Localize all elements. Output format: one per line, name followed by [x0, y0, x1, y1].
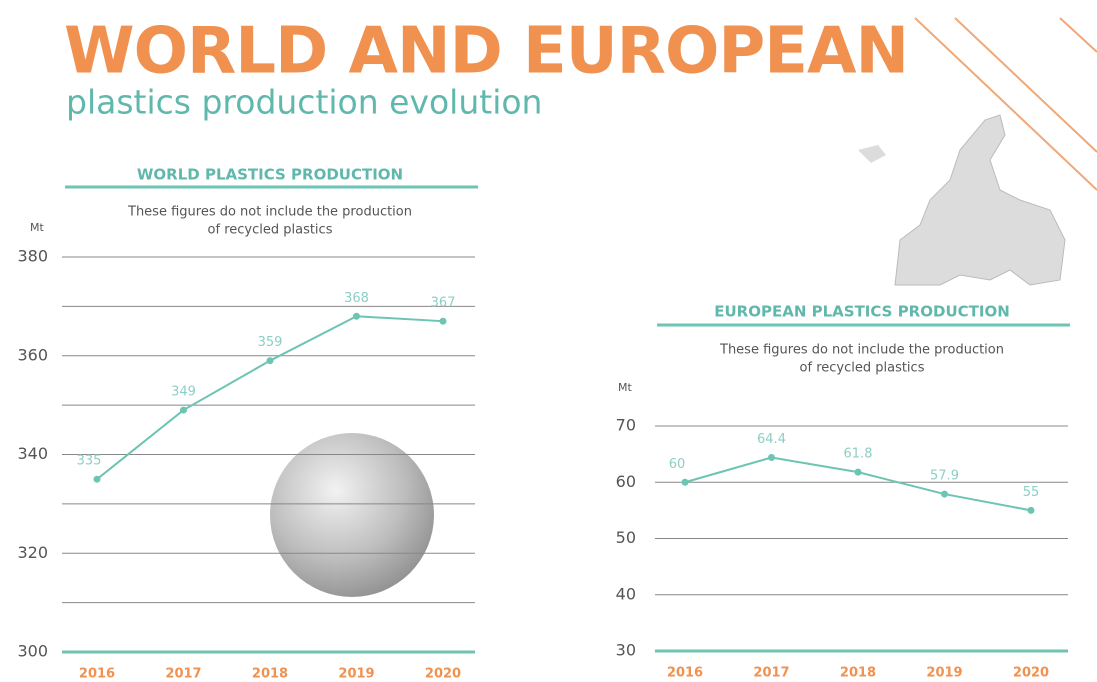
- page-title: WORLD AND EUROPEAN: [64, 15, 908, 89]
- x-tick-label: 2019: [926, 666, 962, 681]
- x-tick-label: 2017: [753, 666, 789, 681]
- value-label: 368: [344, 291, 369, 306]
- value-label: 335: [77, 454, 102, 469]
- y-tick-label: 70: [616, 416, 636, 435]
- x-tick-label: 2020: [1013, 666, 1049, 681]
- y-tick-label: 320: [17, 543, 48, 562]
- data-point: [854, 468, 862, 476]
- data-point: [439, 317, 447, 325]
- y-tick-label: 340: [17, 444, 48, 463]
- y-tick-label: 380: [17, 247, 48, 266]
- value-label: 57.9: [930, 469, 959, 484]
- data-line: [684, 456, 1032, 512]
- x-tick-label: 2016: [79, 667, 115, 682]
- value-label: 349: [171, 385, 196, 400]
- data-point: [681, 478, 689, 486]
- y-tick-label: 50: [616, 528, 636, 547]
- globe: [270, 433, 434, 597]
- y-tick-label: 300: [17, 642, 48, 661]
- value-label: 64.4: [757, 432, 786, 447]
- decor-lines: [914, 17, 1097, 191]
- data-point: [180, 406, 187, 414]
- data-point: [941, 490, 948, 498]
- data-point: [353, 312, 360, 320]
- value-label: 359: [258, 335, 283, 350]
- chart-subtitle: of recycled plastics: [800, 361, 925, 376]
- x-tick-label: 2020: [425, 667, 461, 682]
- x-tick-label: 2019: [338, 667, 374, 682]
- data-point: [93, 475, 101, 483]
- value-label: 60: [669, 457, 686, 472]
- europe-map: [894, 114, 1066, 286]
- x-tick-label: 2016: [667, 666, 703, 681]
- y-axis-label: Mt: [30, 221, 44, 234]
- chart-subtitle: These figures do not include the product…: [127, 205, 412, 220]
- x-tick-label: 2018: [252, 667, 288, 682]
- y-tick-label: 40: [616, 584, 636, 603]
- value-label: 367: [431, 296, 456, 311]
- y-tick-label: 60: [616, 472, 636, 491]
- data-point: [1027, 506, 1035, 514]
- chart-title: WORLD PLASTICS PRODUCTION: [137, 166, 403, 184]
- chart-subtitle: of recycled plastics: [208, 223, 333, 238]
- iceland: [858, 145, 886, 163]
- value-label: 61.8: [844, 447, 873, 462]
- value-label: 55: [1023, 485, 1040, 500]
- data-point: [768, 454, 775, 461]
- data-point: [266, 357, 274, 365]
- page-subtitle: plastics production evolution: [66, 83, 542, 122]
- y-tick-label: 360: [17, 345, 48, 364]
- chart-subtitle: These figures do not include the product…: [719, 343, 1004, 358]
- x-tick-label: 2018: [840, 666, 876, 681]
- x-tick-label: 2017: [165, 667, 201, 682]
- y-axis-label: Mt: [618, 381, 632, 394]
- y-tick-label: 30: [616, 641, 636, 660]
- chart-title: EUROPEAN PLASTICS PRODUCTION: [714, 303, 1010, 321]
